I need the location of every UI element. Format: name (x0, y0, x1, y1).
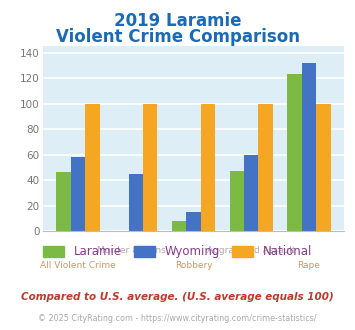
Bar (258, 104, 273, 231)
Bar (129, 174, 143, 231)
Bar (71, 157, 85, 231)
Text: Murder & Mans...: Murder & Mans... (97, 246, 174, 255)
Text: © 2025 CityRating.com - https://www.cityrating.com/crime-statistics/: © 2025 CityRating.com - https://www.city… (38, 314, 317, 323)
Legend: Laramie, Wyoming, National: Laramie, Wyoming, National (38, 241, 317, 263)
Bar (56, 172, 71, 231)
Bar (143, 104, 157, 231)
Text: All Violent Crime: All Violent Crime (40, 261, 116, 270)
Bar (244, 154, 258, 231)
Bar (287, 74, 302, 231)
Text: Aggravated Assault: Aggravated Assault (207, 246, 295, 255)
Text: Rape: Rape (297, 261, 321, 270)
Bar (302, 63, 316, 231)
Text: Robbery: Robbery (175, 261, 212, 270)
Bar (85, 104, 100, 231)
Text: Violent Crime Comparison: Violent Crime Comparison (55, 28, 300, 46)
Bar (316, 104, 331, 231)
Bar (186, 212, 201, 231)
Bar (230, 171, 244, 231)
Bar (201, 104, 215, 231)
Text: 2019 Laramie: 2019 Laramie (114, 12, 241, 30)
Bar (172, 221, 186, 231)
Text: Compared to U.S. average. (U.S. average equals 100): Compared to U.S. average. (U.S. average … (21, 292, 334, 302)
